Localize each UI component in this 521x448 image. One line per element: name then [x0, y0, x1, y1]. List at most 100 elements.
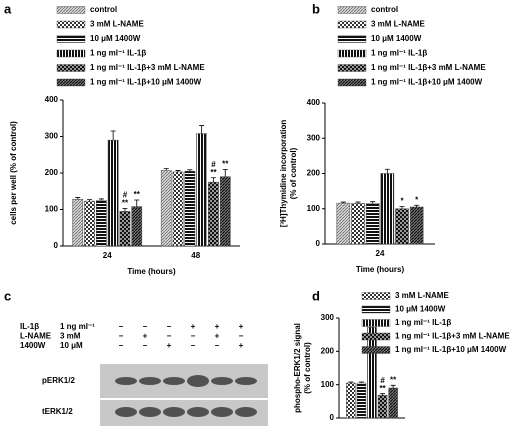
blot-band [139, 407, 161, 417]
x-tick-label: 48 [191, 251, 200, 260]
legend-label: 1 ng ml⁻¹ IL-1β+3 mM L-NAME [371, 63, 486, 72]
error-bar [122, 208, 128, 212]
error-bar [380, 393, 386, 396]
legend-label: 1 ng ml⁻¹ IL-1β [395, 318, 451, 327]
bar [172, 171, 184, 247]
legend-swatch [56, 49, 86, 58]
legend-label: 3 mM L-NAME [371, 20, 425, 29]
legend-label: 10 μM 1400W [90, 34, 141, 43]
legend-swatch [361, 292, 391, 300]
legend-swatch [56, 64, 86, 72]
legend-swatch [56, 78, 86, 87]
error-bar [175, 170, 181, 172]
bar [72, 199, 84, 247]
treatment-name: IL-1β [20, 322, 39, 331]
significance-label: ** [210, 168, 217, 177]
bar [107, 139, 119, 247]
y-axis-label: [³H]Thymidine incorporation [279, 120, 288, 228]
error-bar [134, 199, 140, 207]
legend-label: control [90, 5, 117, 14]
bar [351, 203, 365, 245]
legend-swatch [337, 49, 367, 58]
significance-label: ** [390, 375, 397, 384]
treatment-sign: − [167, 322, 172, 331]
blot-band [235, 377, 257, 385]
bar [336, 202, 351, 245]
legend-label: 1 ng ml⁻¹ IL-1β+10 μM 1400W [395, 345, 507, 354]
legend-label: control [371, 5, 398, 14]
error-bar [222, 168, 228, 177]
legend-label: 1 ng ml⁻¹ IL-1β [371, 49, 427, 58]
error-bar [187, 169, 193, 172]
legend-label: 1 ng ml⁻¹ IL-1β+3 mM L-NAME [395, 332, 510, 341]
bar [119, 211, 131, 247]
bar [377, 395, 388, 419]
treatment-sign: + [215, 322, 220, 331]
error-bar [358, 381, 364, 383]
legend-swatch [361, 319, 391, 327]
significance-label: * [415, 195, 419, 204]
band-label: tERK1/2 [42, 407, 73, 416]
y-tick-label: 0 [330, 413, 335, 422]
treatment-sign: − [239, 332, 244, 341]
legend-label: 1 ng ml⁻¹ IL-1β [90, 49, 146, 58]
treatment-sign: − [191, 332, 196, 341]
blot-band [211, 377, 233, 385]
blot-band [163, 407, 185, 417]
y-axis-label: (% of control) [303, 342, 312, 394]
y-tick-label: 0 [316, 239, 321, 248]
blot-band [187, 375, 209, 387]
y-tick-label: 400 [45, 95, 59, 104]
bar [84, 200, 95, 247]
legend-swatch [337, 6, 367, 14]
treatment-sign: − [167, 332, 172, 341]
error-bar [110, 130, 116, 141]
legend-swatch [56, 20, 86, 29]
significance-label: ** [379, 384, 386, 393]
error-bar [75, 197, 81, 200]
bar [346, 382, 356, 419]
error-bar [384, 168, 390, 174]
treatment-sign: + [239, 322, 244, 331]
error-bar [87, 199, 93, 202]
legend-label: 1 ng ml⁻¹ IL-1β+10 μM 1400W [90, 78, 202, 87]
error-bar [390, 384, 396, 388]
panel-label: c [4, 288, 11, 303]
bar [365, 203, 380, 245]
bar [184, 170, 196, 247]
error-bar [340, 201, 346, 204]
legend-label: 10 μM 1400W [371, 34, 422, 43]
treatment-sign: + [167, 341, 172, 350]
bar [380, 173, 395, 245]
legend-swatch [337, 35, 367, 43]
significance-label: ** [134, 190, 141, 199]
y-axis-label: (% of control) [289, 147, 298, 199]
y-axis-label: phospho-ERK1/2 signal [293, 323, 302, 413]
bar [409, 206, 424, 245]
bar [96, 200, 107, 247]
panel-label: d [312, 288, 320, 303]
legend-swatch [56, 35, 86, 43]
blot-band [235, 407, 257, 417]
blot-band [211, 407, 233, 417]
blot-band [115, 377, 137, 385]
x-axis-label: Time (hours) [127, 267, 176, 276]
legend-swatch [361, 305, 391, 314]
bar [208, 181, 219, 247]
treatment-dose: 3 mM [60, 332, 81, 341]
legend-swatch [56, 6, 86, 14]
treatment-sign: + [191, 322, 196, 331]
treatment-sign: − [215, 341, 220, 350]
treatment-sign: − [119, 332, 124, 341]
x-tick-label: 24 [376, 249, 385, 258]
y-tick-label: 100 [321, 380, 335, 389]
error-bar [348, 381, 354, 383]
bar [388, 387, 398, 419]
bar [367, 327, 377, 419]
legend-swatch [337, 78, 367, 87]
y-tick-label: 300 [307, 133, 321, 142]
panel-label: b [312, 1, 320, 16]
treatment-sign: + [143, 332, 148, 341]
blot-band [115, 407, 137, 417]
significance-label: ** [122, 199, 129, 208]
